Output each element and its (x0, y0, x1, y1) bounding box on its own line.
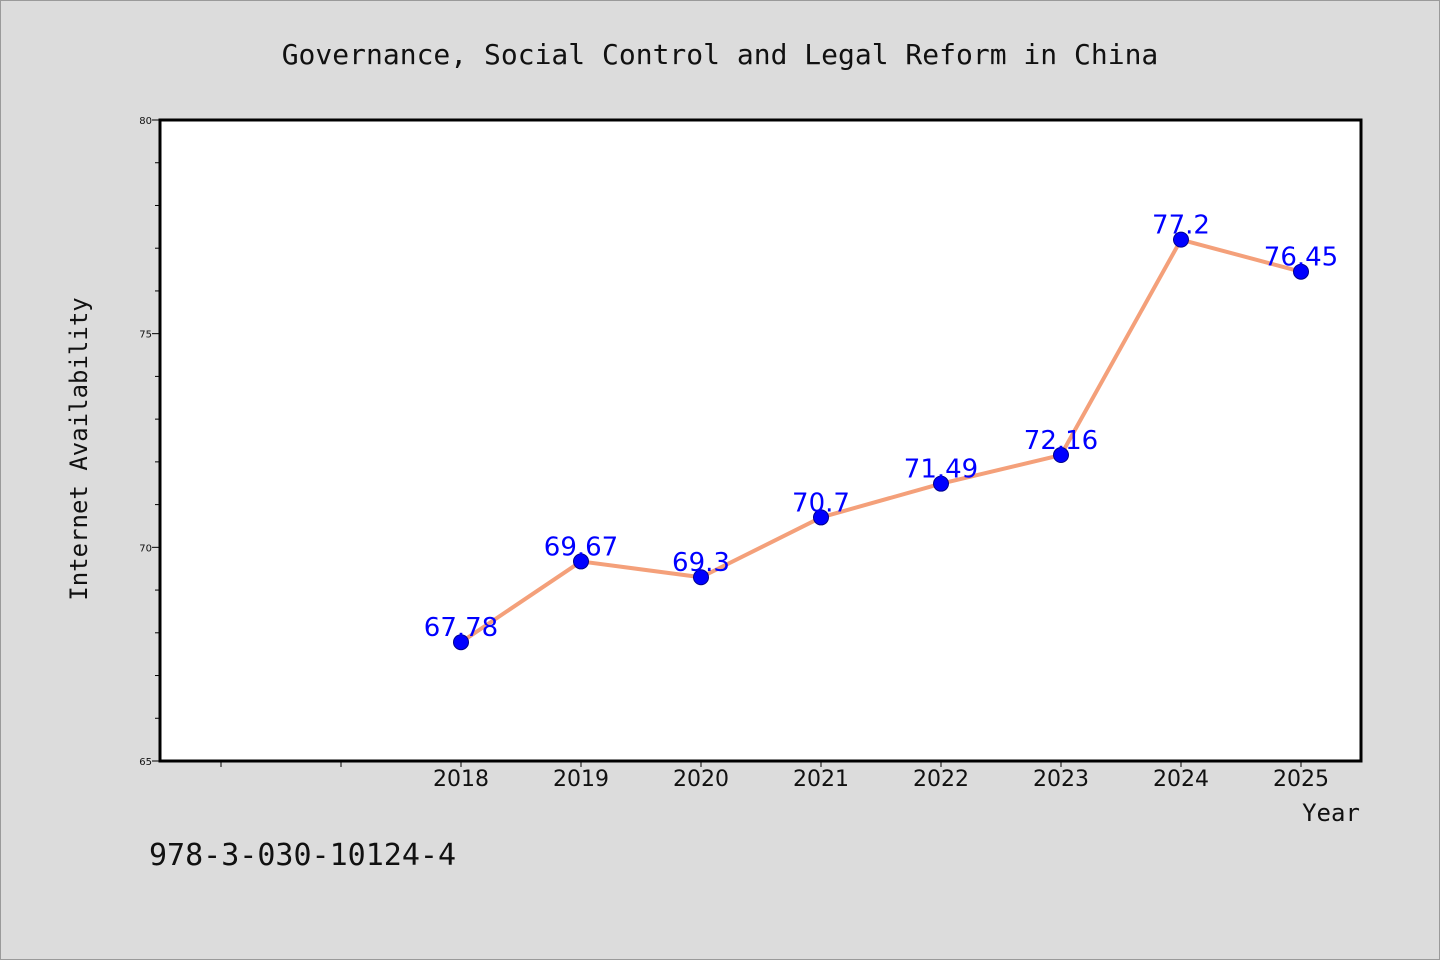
y-tick-label: 80 (139, 116, 152, 127)
x-tick-label: 2023 (1033, 767, 1089, 792)
y-axis-ticks: 65 70 75 80 (139, 116, 160, 768)
x-tick-label: 2025 (1273, 767, 1329, 792)
data-point (933, 475, 949, 492)
x-axis-ticks: 2018 2019 2020 2021 2022 2023 2024 2025 (220, 761, 1329, 792)
plot-frame (158, 118, 1363, 763)
data-label: 71.49 (904, 455, 978, 485)
chart-title: Governance, Social Control and Legal Ref… (282, 38, 1159, 71)
x-tick-label: 2018 (433, 767, 489, 792)
x-axis-label: Year (1302, 799, 1360, 827)
data-label: 72.16 (1024, 426, 1098, 456)
x-tick-label: 2022 (913, 767, 969, 792)
data-point (1173, 231, 1189, 248)
x-tick-label: 2024 (1153, 767, 1209, 792)
y-tick-label: 65 (139, 757, 152, 768)
data-label: 69.3 (672, 548, 730, 578)
data-label: 77.2 (1152, 211, 1210, 241)
data-point (693, 569, 709, 586)
data-point (1293, 263, 1309, 280)
y-tick-label: 70 (139, 543, 152, 554)
x-tick-label: 2021 (793, 767, 849, 792)
data-point (573, 553, 589, 570)
data-label: 76.45 (1264, 243, 1338, 273)
x-tick-label: 2019 (553, 767, 609, 792)
data-label: 67.78 (424, 613, 498, 643)
y-axis-label: Internet Availability (65, 297, 93, 600)
footer-code: 978-3-030-10124-4 (149, 838, 456, 873)
series-layer: 67.78 69.67 69.3 70.7 71.49 72.16 77.2 76.45 (424, 211, 1338, 651)
data-label: 69.67 (544, 532, 618, 562)
data-point (813, 509, 829, 526)
y-tick-label: 75 (139, 330, 152, 341)
x-tick-label: 2020 (673, 767, 729, 792)
plot-area (160, 120, 1361, 761)
series-line (459, 237, 1303, 645)
data-point (453, 634, 469, 651)
data-point (1053, 447, 1069, 464)
data-label: 70.7 (792, 488, 850, 518)
